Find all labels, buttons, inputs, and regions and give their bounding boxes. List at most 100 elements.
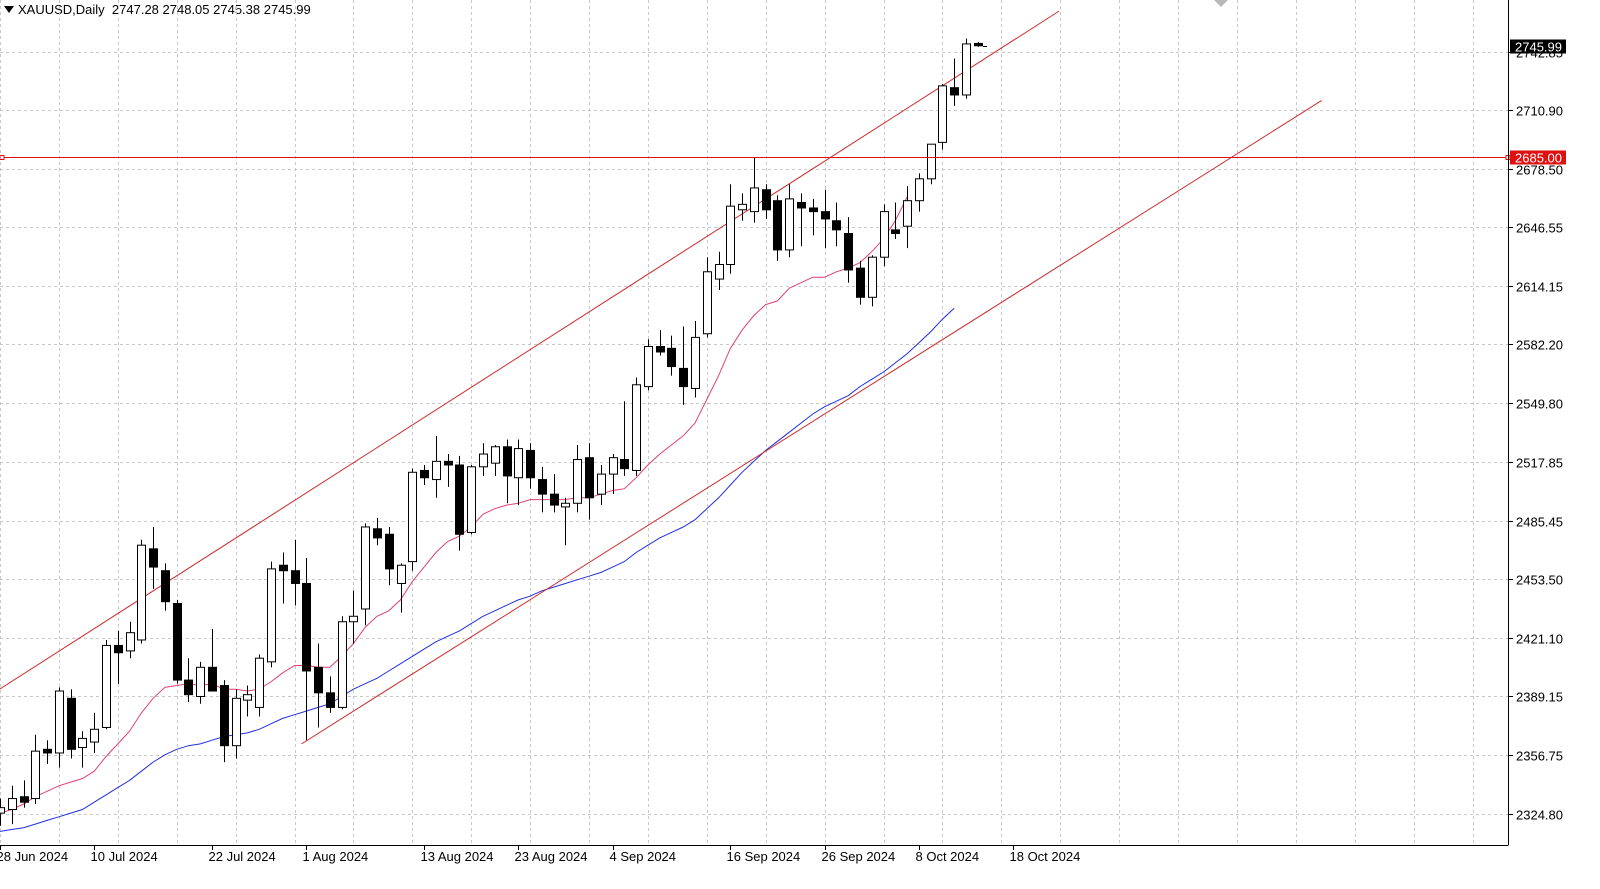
candle-body — [420, 469, 429, 479]
candle — [679, 326, 688, 405]
y-tick-label: 2710.90 — [1516, 104, 1563, 119]
candle-body — [20, 796, 29, 803]
candle — [279, 552, 288, 604]
candle — [503, 439, 512, 504]
candle-body — [573, 459, 582, 504]
candle — [927, 143, 936, 185]
candle-body — [338, 621, 347, 708]
candle — [561, 497, 570, 546]
candle — [90, 712, 99, 753]
candle — [868, 255, 877, 307]
candle-body — [126, 632, 135, 652]
x-tick-label: 13 Aug 2024 — [421, 849, 494, 864]
candle-body — [255, 657, 264, 708]
candle — [408, 468, 417, 571]
collapse-triangle-icon[interactable] — [4, 6, 14, 13]
level-line-handle[interactable] — [0, 155, 5, 160]
channel-lower-line[interactable] — [301, 100, 1322, 745]
candle — [232, 689, 241, 759]
candle-body — [314, 666, 323, 694]
candle-body — [585, 457, 594, 499]
candle-body — [526, 449, 535, 479]
candle — [573, 444, 582, 513]
candle-body — [43, 748, 52, 754]
x-tick-label: 22 Jul 2024 — [209, 849, 276, 864]
candle — [255, 654, 264, 717]
candle-body — [773, 200, 782, 251]
candle-body — [750, 187, 759, 213]
candle — [8, 785, 17, 825]
candle — [797, 193, 806, 247]
last-price-tag-text: 2745.99 — [1515, 40, 1562, 55]
candle — [420, 464, 429, 486]
channel-upper-line[interactable] — [0, 10, 1060, 696]
candle — [844, 217, 853, 283]
x-tick-label: 18 Oct 2024 — [1010, 849, 1081, 864]
candle — [773, 195, 782, 261]
candle — [514, 439, 523, 506]
y-tick-label: 2356.75 — [1516, 749, 1563, 764]
x-tick-label: 8 Oct 2024 — [916, 849, 980, 864]
candle-body — [491, 446, 500, 464]
y-tick-label: 2324.80 — [1516, 808, 1563, 823]
candle — [455, 455, 464, 551]
candle — [632, 377, 641, 476]
candle-body — [149, 548, 158, 568]
candle — [373, 517, 382, 546]
candle-body — [349, 615, 358, 623]
candle-body — [78, 737, 87, 749]
y-tick-label: 2517.85 — [1516, 456, 1563, 471]
candle — [832, 202, 841, 247]
y-tick-label: 2453.50 — [1516, 573, 1563, 588]
candle — [361, 523, 370, 626]
x-tick-label: 23 Aug 2024 — [515, 849, 588, 864]
candle-body — [691, 336, 700, 389]
candle — [750, 156, 759, 223]
candle-body — [915, 178, 924, 202]
x-tick-label: 1 Aug 2024 — [303, 849, 369, 864]
candle-body — [785, 198, 794, 251]
level-price-tag-text: 2685.00 — [1515, 151, 1562, 166]
candle — [126, 621, 135, 659]
candle — [78, 731, 87, 768]
candle-body — [927, 143, 936, 180]
candle — [938, 84, 947, 150]
candle-body — [609, 457, 618, 475]
candle — [55, 687, 64, 768]
candle-body — [208, 666, 217, 692]
candle — [149, 526, 158, 589]
candle — [267, 561, 276, 668]
candle-body — [90, 728, 99, 743]
candle — [809, 198, 818, 236]
candle-body — [361, 526, 370, 610]
candle-body — [715, 263, 724, 280]
candle — [432, 435, 441, 498]
candle — [349, 590, 358, 644]
chart-shift-marker[interactable] — [1214, 0, 1228, 7]
candle-body — [950, 87, 959, 96]
candle-body — [385, 533, 394, 570]
candle — [0, 798, 5, 826]
candle-body — [67, 697, 76, 750]
candle — [302, 557, 311, 741]
candle — [161, 563, 170, 611]
candle — [550, 474, 559, 513]
candle — [491, 444, 500, 476]
candle-body — [703, 271, 712, 335]
candle-body — [31, 750, 40, 800]
candle-body — [620, 459, 629, 470]
candle-body — [856, 267, 865, 298]
candle-body — [762, 189, 771, 211]
candle — [173, 599, 182, 684]
moving-average-fast-line — [0, 196, 908, 814]
candle — [114, 630, 123, 684]
candle — [667, 335, 676, 376]
ohlc-values: 2747.28 2748.05 2745.38 2745.99 — [111, 2, 311, 17]
candle-body — [220, 685, 229, 747]
candle-body — [938, 85, 947, 143]
last-price-tag: 2745.99 — [1510, 39, 1566, 55]
candle — [585, 443, 594, 520]
candle-body — [880, 211, 889, 258]
